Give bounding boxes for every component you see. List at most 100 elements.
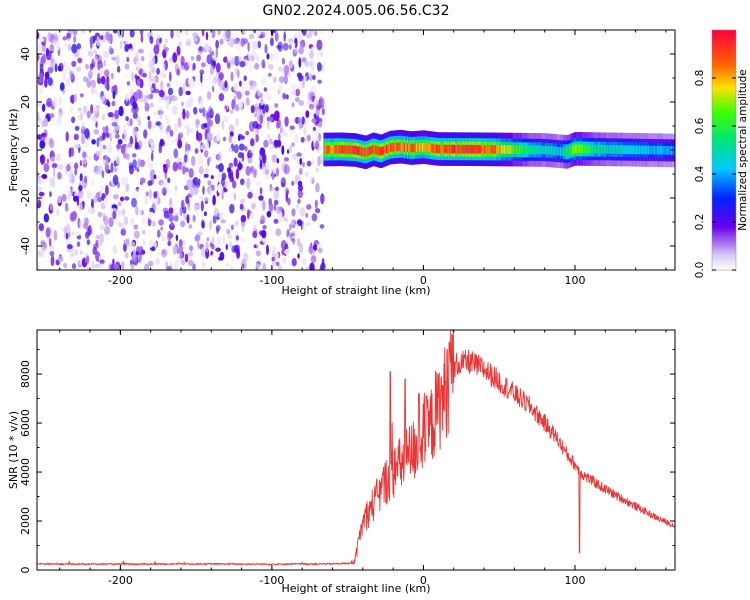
- noise-blob: [88, 69, 93, 79]
- noise-blob: [129, 118, 133, 127]
- noise-blob: [246, 177, 251, 189]
- noise-blob: [95, 121, 98, 128]
- noise-blob: [73, 133, 79, 141]
- noise-blob: [130, 217, 135, 226]
- noise-blob: [272, 76, 277, 83]
- noise-blob: [121, 58, 127, 66]
- noise-blob: [288, 44, 292, 50]
- noise-blob: [187, 96, 194, 107]
- noise-blob: [90, 104, 94, 114]
- noise-blob: [188, 259, 194, 267]
- noise-blob: [85, 63, 89, 70]
- noise-blob: [163, 93, 167, 101]
- noise-blob: [38, 223, 44, 232]
- noise-blob: [135, 52, 139, 61]
- noise-blob: [318, 96, 323, 106]
- noise-blob: [64, 42, 68, 48]
- signal-cell: [532, 145, 535, 155]
- noise-blob: [184, 141, 188, 152]
- noise-blob: [132, 126, 138, 138]
- noise-blob: [250, 138, 255, 147]
- noise-blob: [237, 69, 240, 79]
- noise-blob: [107, 144, 113, 154]
- noise-blob: [245, 97, 250, 106]
- snr-series-line: [37, 330, 675, 566]
- noise-blob: [147, 115, 150, 121]
- signal-cell: [553, 146, 556, 156]
- noise-blob: [273, 110, 280, 122]
- noise-blob: [299, 167, 303, 175]
- signal-cell: [482, 144, 485, 154]
- noise-blob: [76, 195, 80, 206]
- noise-blob: [70, 252, 75, 257]
- signal-cell: [456, 144, 459, 154]
- noise-blob: [167, 95, 170, 106]
- noise-blob: [220, 177, 225, 187]
- signal-cell: [543, 145, 546, 155]
- noise-blob: [144, 102, 150, 112]
- noise-blob: [273, 199, 279, 206]
- noise-blob: [124, 73, 129, 81]
- noise-blob: [95, 93, 102, 98]
- signal-cell: [623, 145, 626, 154]
- signal-cell: [434, 144, 436, 153]
- signal-cell: [494, 145, 497, 154]
- noise-blob: [209, 219, 213, 231]
- noise-blob: [143, 94, 148, 105]
- noise-blob: [81, 158, 87, 165]
- signal-cell: [638, 145, 641, 155]
- signal-cell: [346, 145, 349, 154]
- signal-cell: [509, 145, 512, 154]
- noise-blob: [255, 123, 262, 130]
- noise-blob: [100, 35, 104, 41]
- noise-blob: [239, 203, 244, 210]
- noise-blob: [210, 175, 214, 180]
- noise-blob: [208, 119, 213, 127]
- noise-blob: [238, 143, 245, 151]
- noise-blob: [106, 75, 110, 85]
- noise-blob: [217, 78, 221, 87]
- noise-blob: [282, 42, 289, 51]
- noise-blob: [283, 131, 288, 137]
- noise-blob: [311, 213, 318, 222]
- signal-cell: [626, 145, 629, 154]
- noise-blob: [201, 142, 205, 149]
- noise-blob: [158, 142, 162, 149]
- noise-blob: [233, 144, 239, 154]
- signal-cell: [603, 144, 606, 154]
- noise-blob: [37, 262, 41, 270]
- noise-blob: [111, 122, 118, 127]
- noise-blob: [74, 144, 81, 149]
- noise-blob: [228, 169, 232, 179]
- noise-blob: [82, 76, 88, 83]
- noise-blob: [154, 89, 160, 94]
- noise-blob: [286, 236, 291, 244]
- noise-blob: [206, 74, 212, 81]
- signal-cell: [584, 144, 586, 154]
- noise-blob: [225, 244, 228, 250]
- noise-blob: [233, 38, 238, 45]
- noise-blob: [192, 214, 196, 222]
- noise-blob: [180, 199, 185, 210]
- noise-blob: [71, 231, 75, 236]
- noise-blob: [172, 52, 178, 63]
- noise-blob: [255, 30, 261, 37]
- noise-blob: [186, 178, 193, 190]
- noise-blob: [230, 71, 234, 82]
- noise-blob: [40, 234, 45, 241]
- noise-blob: [240, 135, 245, 140]
- noise-blob: [76, 43, 82, 50]
- signal-cell: [376, 146, 379, 155]
- noise-blob: [252, 85, 258, 92]
- y-tick-label: 40: [19, 47, 32, 61]
- noise-blob: [47, 77, 53, 86]
- signal-cell: [402, 142, 405, 152]
- noise-blob: [66, 163, 71, 172]
- noise-blob: [231, 99, 235, 110]
- signal-cell: [374, 145, 377, 155]
- x-tick-label: 0: [420, 274, 427, 287]
- noise-blob: [44, 78, 48, 88]
- noise-blob: [97, 211, 103, 218]
- noise-blob: [124, 63, 130, 70]
- signal-cell: [449, 144, 452, 154]
